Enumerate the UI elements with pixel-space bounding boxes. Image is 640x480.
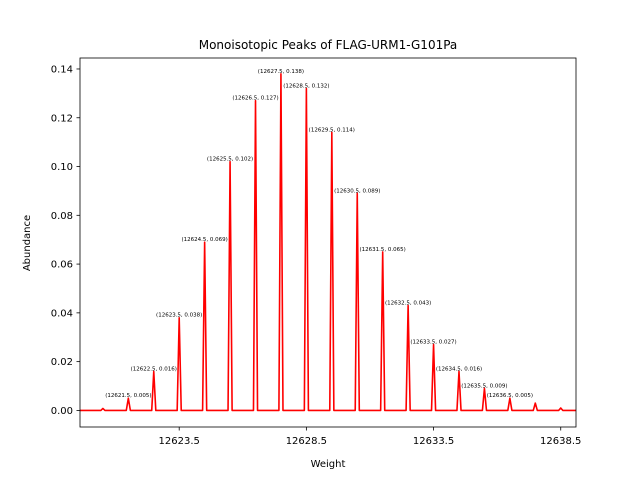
- y-tick-label: 0.00: [51, 406, 73, 417]
- y-tick-label: 0.02: [51, 357, 73, 368]
- x-tick-label: 12638.5: [540, 436, 581, 447]
- peak-label: (12632.5, 0.043): [385, 301, 431, 307]
- y-tick-label: 0.14: [51, 64, 73, 75]
- peak-label: (12624.5, 0.069): [181, 237, 227, 243]
- y-tick-label: 0.04: [51, 308, 73, 319]
- y-axis: 0.00 0.02 0.04 0.06 0.08 0.10 0.12 0.14: [51, 64, 80, 417]
- y-tick-label: 0.06: [51, 260, 73, 271]
- x-tick-label: 12633.5: [413, 436, 454, 447]
- plot-area: [79, 57, 577, 428]
- x-tick-label: 12628.5: [286, 436, 327, 447]
- peak-label: (12628.5, 0.132): [283, 83, 329, 89]
- peak-annotations: (12621.5, 0.005) (12622.5, 0.016) (12623.5…: [105, 69, 533, 399]
- peak-label: (12629.5, 0.114): [309, 127, 355, 133]
- peak-label: (12622.5, 0.016): [131, 366, 177, 372]
- x-axis: 12623.5 12628.5 12633.5 12638.5: [159, 427, 581, 447]
- x-tick-label: 12623.5: [159, 436, 200, 447]
- peak-label: (12626.5, 0.127): [232, 96, 278, 102]
- plot-frame: [79, 57, 577, 428]
- peak-label: (12623.5, 0.038): [156, 313, 202, 319]
- x-axis-label: Weight: [311, 459, 346, 470]
- y-tick-label: 0.10: [51, 162, 73, 173]
- peak-label: (12634.5, 0.016): [436, 366, 482, 372]
- peak-label: (12631.5, 0.065): [360, 247, 406, 253]
- peak-label: (12621.5, 0.005): [105, 393, 151, 399]
- peak-label: (12630.5, 0.089): [334, 188, 380, 194]
- y-axis-label: Abundance: [22, 215, 33, 271]
- chart-title: Monoisotopic Peaks of FLAG-URM1-G101Pa: [199, 38, 458, 52]
- peak-label: (12625.5, 0.102): [207, 157, 253, 163]
- series-line-0: [80, 73, 576, 412]
- peak-label: (12636.5, 0.005): [487, 393, 533, 399]
- peak-label: (12633.5, 0.027): [410, 340, 456, 346]
- y-tick-label: 0.08: [51, 211, 73, 222]
- peak-label: (12627.5, 0.138): [258, 69, 304, 75]
- y-tick-label: 0.12: [51, 113, 73, 124]
- peak-label: (12635.5, 0.009): [461, 383, 507, 389]
